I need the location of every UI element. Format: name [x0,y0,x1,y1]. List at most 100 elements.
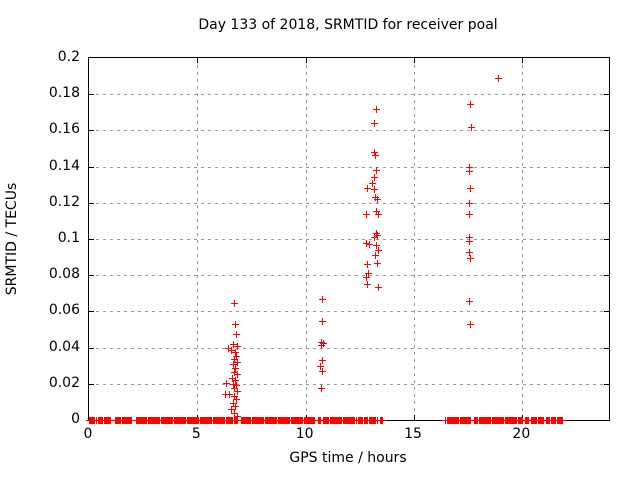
data-point [374,283,382,291]
data-point [317,338,325,346]
data-point [549,417,557,424]
gridline-vertical [305,58,307,420]
tick-mark [604,383,609,385]
data-point [533,417,541,424]
y-tick-label: 0.08 [48,266,80,283]
data-point [237,417,245,424]
data-point [231,392,239,400]
tick-mark [89,383,94,385]
data-point [363,417,371,424]
data-point [295,417,303,424]
data-point [450,417,457,424]
data-point [232,403,240,411]
data-point [222,390,230,398]
data-point [530,417,538,424]
data-point [139,417,147,424]
data-point [368,417,376,424]
data-point [123,417,131,424]
data-point [453,417,461,424]
data-point [175,417,183,424]
data-point [458,417,466,424]
data-point [232,396,240,403]
data-point [224,417,232,424]
data-point [369,417,377,424]
data-point [233,417,241,424]
data-point [370,174,378,182]
data-point [377,417,385,424]
gridline-horizontal [89,239,609,240]
data-point [142,417,150,424]
data-point [128,417,136,424]
data-point [472,417,480,424]
data-point [141,417,149,424]
data-point [113,417,121,424]
data-point [213,417,221,424]
tick-mark [604,94,609,96]
data-point [181,417,189,424]
data-point [315,417,323,424]
data-point [357,417,365,424]
data-point [170,417,178,424]
data-point [231,369,239,377]
x-tick-label: 0 [83,426,93,442]
data-point [362,239,370,247]
y-tick-label: 0.1 [57,230,80,246]
data-point [473,417,481,424]
data-point [522,417,530,424]
data-point [351,417,359,424]
data-point [216,417,223,424]
data-point [512,417,520,424]
data-point [352,417,360,424]
data-point [285,417,293,424]
data-point [214,417,222,424]
data-point [446,417,454,424]
data-point [373,229,381,237]
data-point [103,417,111,424]
data-point [198,417,206,424]
data-point [244,417,252,424]
data-point [485,417,493,424]
data-point [349,417,357,424]
data-point [364,270,372,278]
data-point [233,342,241,350]
data-point [289,417,297,424]
data-point [494,74,502,82]
x-tick-label: 10 [295,426,314,442]
data-point [537,417,545,424]
data-point [447,417,455,424]
data-point [463,417,470,424]
data-point [210,417,218,424]
data-point [287,417,295,424]
y-tick-label: 0.18 [48,85,80,102]
data-point [278,417,286,424]
data-point [238,417,246,424]
data-point [464,417,472,424]
data-point [475,417,483,424]
data-point [232,321,240,329]
data-point [250,417,258,424]
tick-mark [604,311,609,313]
y-tick-label: 0 [71,411,80,427]
data-point [374,246,382,254]
data-point [466,255,474,262]
data-point [171,417,179,424]
data-point [372,167,380,175]
plot-area [86,57,610,424]
data-point [229,360,237,368]
data-point [323,417,331,424]
data-point [166,417,174,424]
data-point [188,417,196,424]
data-point [248,417,256,424]
data-point [336,417,344,424]
data-point [329,417,337,424]
data-point [480,417,488,424]
data-point [372,105,380,113]
data-point [87,417,95,424]
data-point [288,417,296,424]
data-point [326,417,334,424]
data-point [227,417,235,424]
data-point [466,101,474,109]
data-point [125,417,132,424]
data-point [165,417,173,424]
